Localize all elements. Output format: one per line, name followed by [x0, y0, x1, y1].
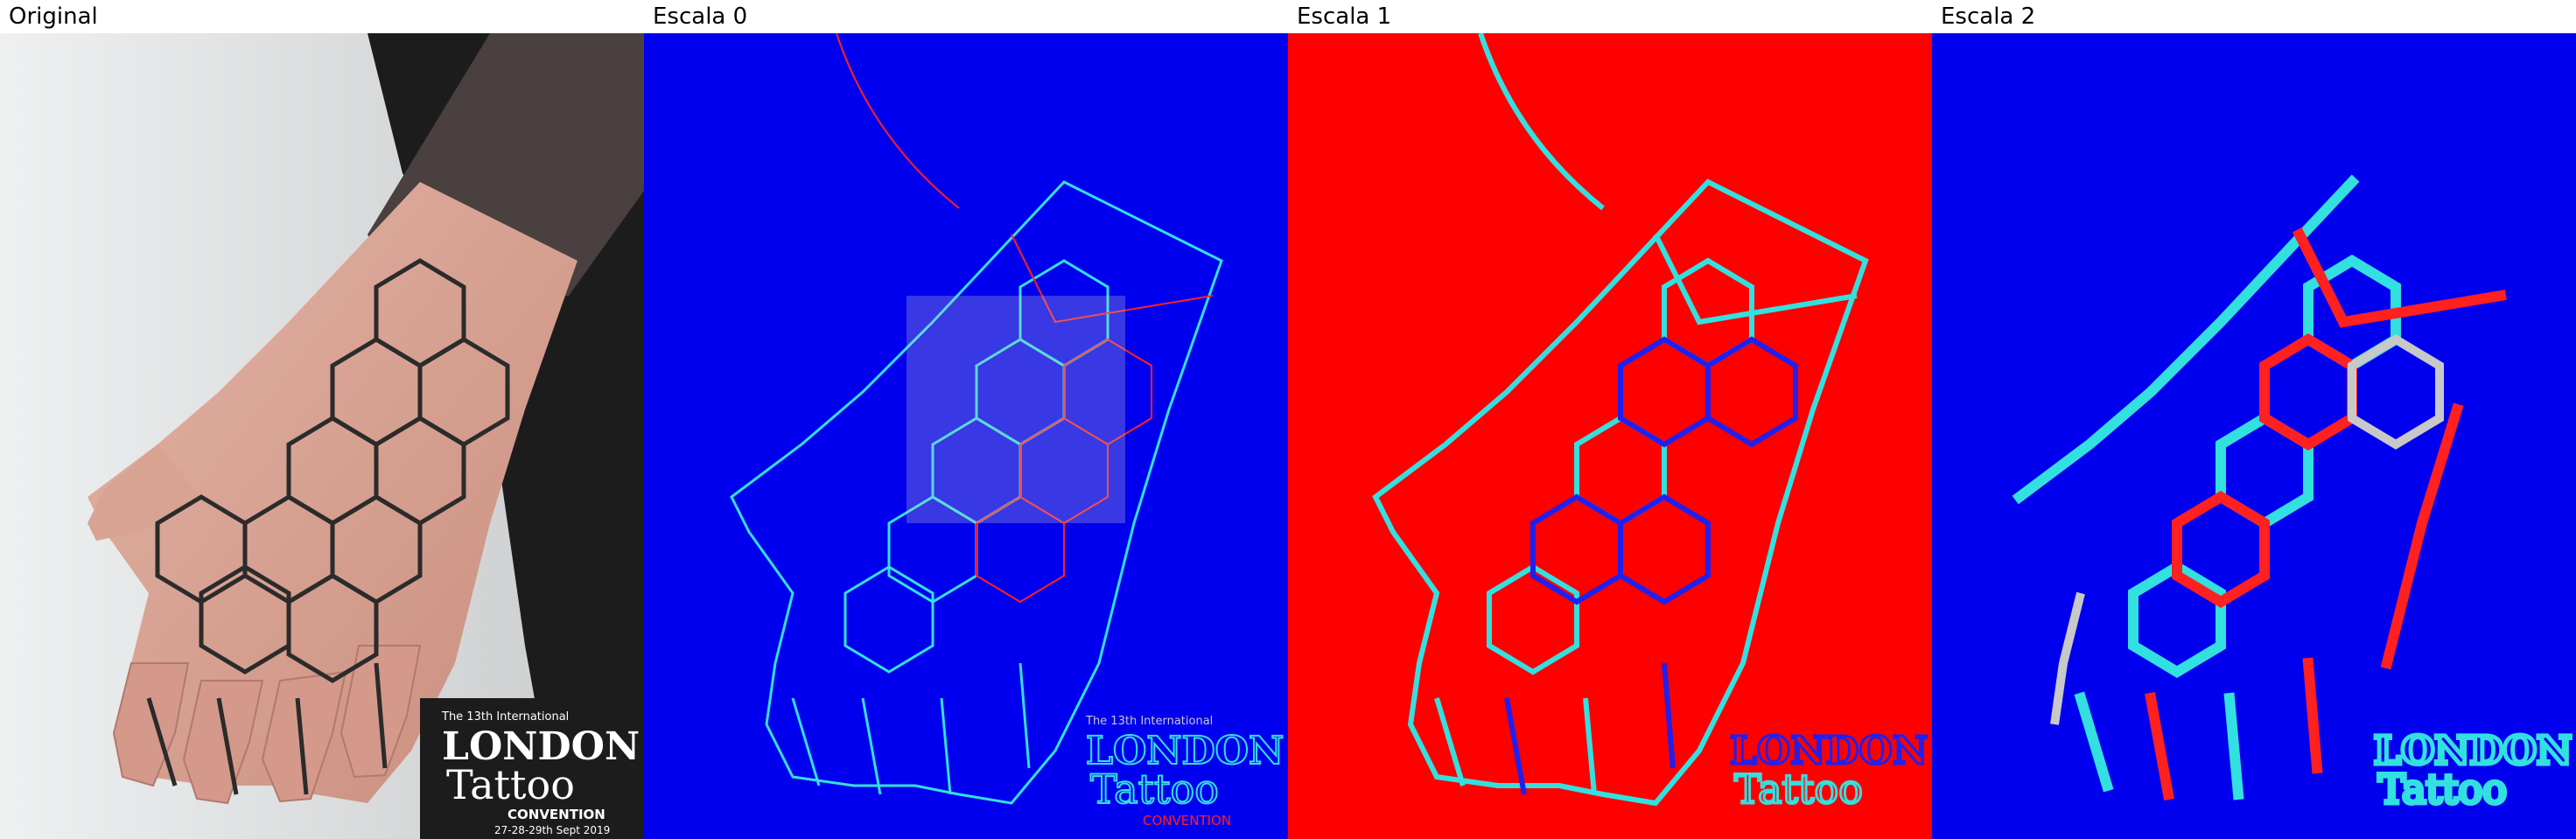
poster-line4: CONVENTION	[508, 807, 606, 822]
panel-caption: Escala 0	[653, 3, 748, 30]
svg-text:LONDON: LONDON	[1730, 729, 1928, 773]
poster-line3: Tattoo	[446, 761, 575, 808]
panel-escala-2: Escala 2 LONDON	[1932, 0, 2576, 839]
panel-caption: Original	[9, 3, 98, 30]
original-photo: The 13th International LONDON Tattoo CON…	[0, 33, 644, 839]
panel-caption: Escala 1	[1297, 3, 1392, 30]
svg-text:The 13th International: The 13th International	[1085, 715, 1213, 728]
panel-caption: Escala 2	[1941, 3, 2036, 30]
label-map-escala-2: LONDON Tattoo	[1932, 33, 2576, 839]
poster-line5: 27-28-29th Sept 2019	[494, 824, 610, 836]
svg-text:Tattoo: Tattoo	[1090, 766, 1219, 813]
panel-escala-0: Escala 0	[644, 0, 1288, 839]
hand-tattoo-photo: The 13th International LONDON Tattoo CON…	[0, 33, 644, 839]
poster-line1: The 13th International	[441, 710, 569, 724]
svg-text:CONVENTION: CONVENTION	[1143, 813, 1231, 829]
svg-text:LONDON: LONDON	[2374, 729, 2572, 773]
label-map-escala-1: LONDON Tattoo	[1288, 33, 1932, 839]
panel-original: Original	[0, 0, 644, 839]
svg-text:LONDON: LONDON	[1086, 729, 1284, 773]
panel-escala-1: Escala 1 LONDON Tattoo	[1288, 0, 1932, 839]
label-map-escala-0: The 13th International LONDON Tattoo CON…	[644, 33, 1288, 839]
svg-text:Tattoo: Tattoo	[2378, 766, 2507, 813]
hand	[88, 182, 578, 803]
poster-line2: LONDON	[442, 724, 640, 769]
svg-text:Tattoo: Tattoo	[1734, 766, 1863, 813]
geometric-tattoo	[146, 258, 510, 795]
convention-logo: The 13th International LONDON Tattoo CON…	[420, 698, 644, 839]
